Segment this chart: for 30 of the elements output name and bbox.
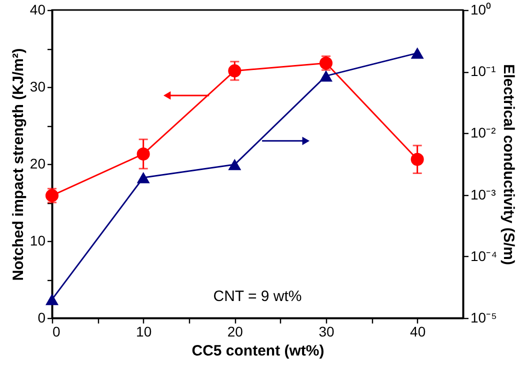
x-tick-label: 40 — [410, 324, 426, 340]
x-tick-label: 30 — [318, 324, 334, 340]
x-tick-label: 10 — [136, 324, 152, 340]
point — [319, 70, 333, 82]
y2-tick-label: 10⁻² — [470, 124, 496, 141]
y-tick-label: 30 — [30, 78, 46, 94]
point — [410, 152, 424, 166]
point — [228, 64, 242, 78]
y2-tick-label: 10⁻⁵ — [470, 310, 497, 326]
point — [228, 158, 242, 170]
x-tick-label: 20 — [227, 324, 244, 340]
y2-tick-label: 10⁰ — [470, 2, 492, 18]
point — [136, 147, 150, 160]
y-tick-label: 0 — [38, 310, 46, 326]
y-tick-label: 20 — [30, 156, 46, 172]
point — [319, 56, 333, 70]
y-tick-label: 40 — [30, 2, 46, 18]
point — [45, 189, 59, 202]
y2-axis-title: Electrical conductivity (S/m) — [500, 64, 518, 265]
point — [45, 294, 59, 306]
y2-tick-label: 10⁻³ — [470, 186, 496, 202]
annotation: CNT = 9 wt% — [213, 288, 302, 305]
y-axis-title: Notched impact strength (KJ/m²) — [10, 48, 27, 281]
x-axis-title: CC5 content (wt%) — [192, 342, 324, 360]
x-tick-label: 0 — [52, 324, 60, 340]
y2-tick-label: 10⁻¹ — [470, 63, 496, 80]
point — [410, 47, 424, 59]
y-tick-label: 10 — [30, 232, 46, 248]
point — [136, 172, 150, 184]
y2-tick-label: 10⁻⁴ — [470, 248, 498, 264]
